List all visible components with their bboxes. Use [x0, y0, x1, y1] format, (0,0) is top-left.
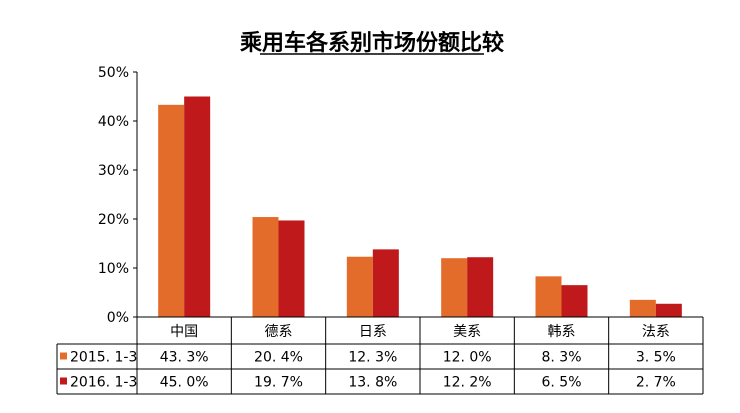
data-label: 8. 3%	[541, 350, 581, 366]
category-label: 中国	[170, 324, 198, 340]
y-tick-label: 10%	[98, 261, 129, 277]
chart-title: 乘用车各系别市场份额比较	[239, 30, 504, 56]
bar	[252, 217, 279, 317]
y-tick-label: 40%	[98, 114, 129, 130]
data-label: 3. 5%	[636, 350, 676, 366]
data-label: 6. 5%	[541, 375, 581, 391]
data-label: 19. 7%	[254, 375, 303, 391]
bar	[629, 299, 656, 317]
category-label: 日系	[359, 324, 387, 340]
y-tick-label: 0%	[107, 310, 129, 326]
legend-series-name: 2015. 1-3	[70, 350, 137, 366]
data-label: 12. 3%	[348, 350, 397, 366]
legend-series-name: 2016. 1-3	[70, 375, 137, 391]
category-label: 德系	[265, 324, 293, 340]
category-label: 美系	[453, 324, 481, 340]
y-tick-label: 30%	[98, 163, 129, 179]
bar	[372, 249, 399, 317]
data-label: 20. 4%	[254, 350, 303, 366]
legend-swatch	[60, 377, 67, 385]
bars	[158, 96, 682, 317]
data-label: 43. 3%	[160, 350, 209, 366]
data-label: 13. 8%	[348, 375, 397, 391]
bar	[184, 96, 211, 317]
legend-swatch	[60, 352, 67, 360]
data-label: 12. 2%	[443, 375, 492, 391]
category-label: 法系	[642, 324, 670, 340]
bar	[278, 220, 305, 317]
y-tick-label: 50%	[98, 65, 129, 81]
bar	[655, 303, 682, 317]
data-label: 12. 0%	[443, 350, 492, 366]
bar	[158, 104, 185, 317]
data-table: 中国 德系 日系 美系 韩系 法系 2015. 1-3 43. 3% 20. 4% 12. 3% 1…	[56, 316, 704, 395]
data-label: 2. 7%	[636, 375, 676, 391]
bar	[346, 256, 373, 317]
y-tick-label: 20%	[98, 212, 129, 228]
bar	[561, 285, 588, 317]
bar	[467, 257, 494, 317]
bar	[441, 258, 468, 317]
bar	[535, 276, 562, 317]
y-axis: 0% 10% 20% 30% 40% 50%	[98, 65, 138, 326]
data-label: 45. 0%	[160, 375, 209, 391]
category-label: 韩系	[548, 324, 576, 340]
